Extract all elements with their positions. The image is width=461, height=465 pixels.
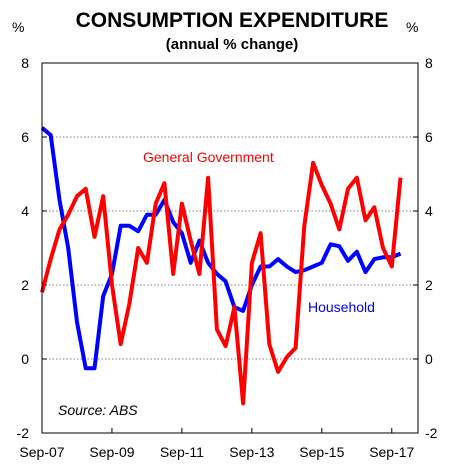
series-label-household: Household — [308, 299, 375, 315]
x-axis-ticks: Sep-07 Sep-09 Sep-11 Sep-13 Sep-15 Sep-17 — [19, 428, 415, 460]
left-axis-unit: % — [12, 19, 24, 35]
plot-area-frame — [41, 62, 419, 434]
x-tick-label: Sep-09 — [89, 444, 134, 460]
x-tick-label: Sep-15 — [299, 444, 344, 460]
series-lines — [40, 126, 403, 406]
y-tick-label-right: -2 — [425, 425, 438, 441]
y-tick-label-left: -2 — [17, 425, 30, 441]
chart-title: CONSUMPTION EXPENDITURE — [76, 9, 389, 32]
chart-subtitle: (annual % change) — [166, 36, 299, 53]
right-axis-unit: % — [406, 19, 418, 35]
series-line-household — [40, 126, 402, 371]
y-tick-label-right: 6 — [425, 129, 433, 145]
x-tick-label: Sep-07 — [19, 444, 64, 460]
y-tick-label-right: 8 — [425, 55, 433, 71]
y-tick-label-left: 8 — [21, 55, 29, 71]
x-tick-label: Sep-17 — [369, 444, 414, 460]
source-note: Source: ABS — [58, 402, 138, 418]
series-line-general-government — [40, 160, 403, 406]
y-tick-label-left: 2 — [21, 277, 29, 293]
x-tick-label: Sep-13 — [229, 444, 274, 460]
y-tick-label-left: 6 — [21, 129, 29, 145]
y-axis-ticks: 8 8 6 6 4 4 2 2 0 0 -2 -2 — [17, 55, 438, 441]
y-tick-label-left: 0 — [21, 351, 29, 367]
y-tick-label-right: 0 — [425, 351, 433, 367]
series-label-general-government: General Government — [143, 149, 274, 165]
y-tick-label-left: 4 — [21, 203, 29, 219]
y-tick-label-right: 4 — [425, 203, 433, 219]
y-tick-label-right: 2 — [425, 277, 433, 293]
x-tick-label: Sep-11 — [160, 444, 204, 460]
